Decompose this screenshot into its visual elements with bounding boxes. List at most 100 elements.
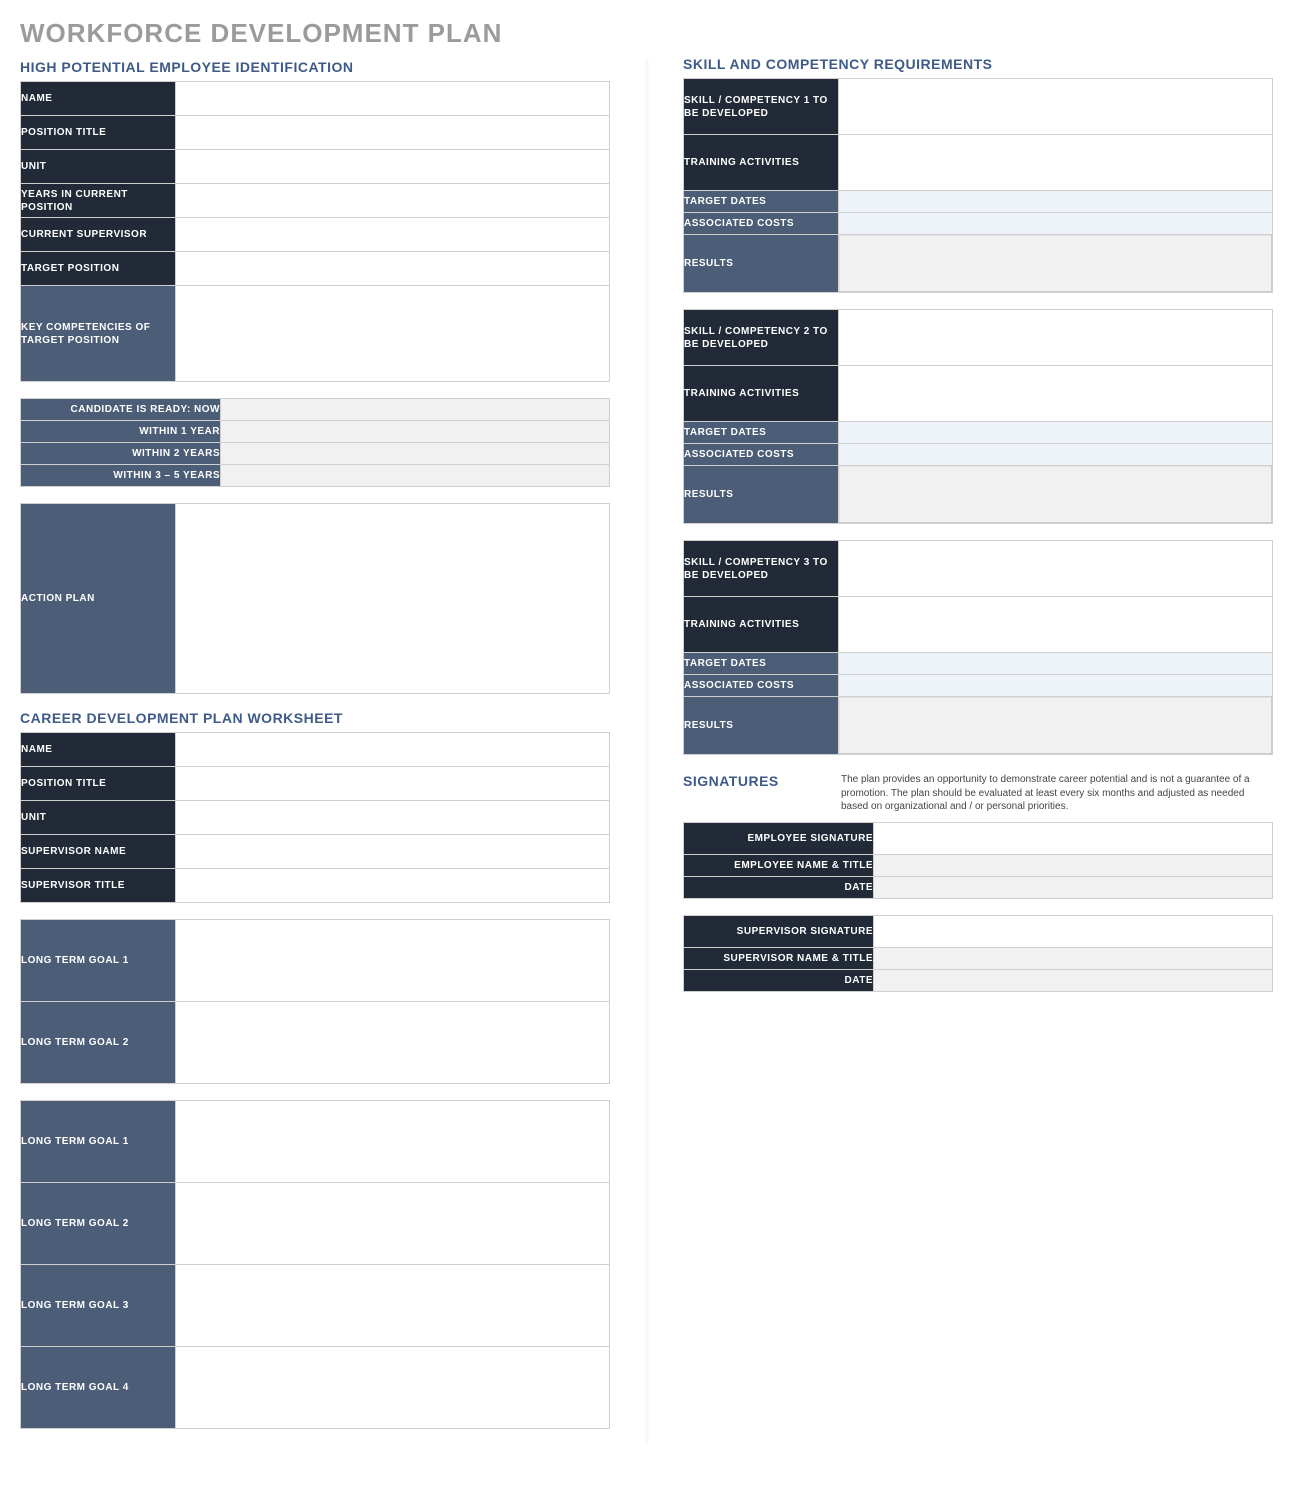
label-goal-b2: LONG TERM GOAL 2 — [21, 1183, 176, 1265]
value-costs3[interactable] — [839, 675, 1273, 697]
value-years[interactable] — [176, 184, 610, 218]
label-dates1: TARGET DATES — [684, 191, 839, 213]
value-results1[interactable] — [839, 235, 1273, 293]
value-goal-a1[interactable] — [176, 920, 610, 1002]
career-dev-info-table: NAME POSITION TITLE UNIT SUPERVISOR NAME… — [20, 732, 610, 903]
value-skill2[interactable] — [839, 310, 1273, 366]
label-skill2: SKILL / COMPETENCY 2 TO BE DEVELOPED — [684, 310, 839, 366]
high-potential-table: NAME POSITION TITLE UNIT YEARS IN CURREN… — [20, 81, 610, 382]
label-ready-1yr: WITHIN 1 YEAR — [21, 421, 221, 443]
label-emp-name: EMPLOYEE NAME & TITLE — [684, 854, 874, 876]
label-cd-name: NAME — [21, 733, 176, 767]
signatures-header: SIGNATURES The plan provides an opportun… — [683, 771, 1273, 814]
value-training2[interactable] — [839, 366, 1273, 422]
value-supervisor[interactable] — [176, 218, 610, 252]
label-results1: RESULTS — [684, 235, 839, 293]
label-goal-a1: LONG TERM GOAL 1 — [21, 920, 176, 1002]
value-training3[interactable] — [839, 597, 1273, 653]
label-ready-2yr: WITHIN 2 YEARS — [21, 443, 221, 465]
label-cd-sup-name: SUPERVISOR NAME — [21, 835, 176, 869]
value-cd-position[interactable] — [176, 767, 610, 801]
label-goal-b3: LONG TERM GOAL 3 — [21, 1265, 176, 1347]
readiness-table: CANDIDATE IS READY: NOW WITHIN 1 YEAR WI… — [20, 398, 610, 487]
page-root: WORKFORCE DEVELOPMENT PLAN HIGH POTENTIA… — [0, 0, 1293, 1485]
value-dates3[interactable] — [839, 653, 1273, 675]
label-emp-date: DATE — [684, 876, 874, 898]
value-target-position[interactable] — [176, 252, 610, 286]
left-column: WORKFORCE DEVELOPMENT PLAN HIGH POTENTIA… — [20, 18, 610, 1445]
value-results3[interactable] — [839, 697, 1273, 755]
value-goal-b3[interactable] — [176, 1265, 610, 1347]
skill-block-2: SKILL / COMPETENCY 2 TO BE DEVELOPED TRA… — [683, 309, 1273, 524]
value-emp-name[interactable] — [874, 854, 1273, 876]
label-unit: UNIT — [21, 150, 176, 184]
value-sup-date[interactable] — [874, 969, 1273, 991]
value-skill1[interactable] — [839, 79, 1273, 135]
value-dates1[interactable] — [839, 191, 1273, 213]
signatures-note: The plan provides an opportunity to demo… — [841, 771, 1273, 814]
label-cd-sup-title: SUPERVISOR TITLE — [21, 869, 176, 903]
value-goal-b1[interactable] — [176, 1101, 610, 1183]
label-training3: TRAINING ACTIVITIES — [684, 597, 839, 653]
value-ready-1yr[interactable] — [221, 421, 610, 443]
value-name[interactable] — [176, 82, 610, 116]
value-sup-sig[interactable] — [874, 915, 1273, 947]
label-sup-date: DATE — [684, 969, 874, 991]
label-costs1: ASSOCIATED COSTS — [684, 213, 839, 235]
value-emp-date[interactable] — [874, 876, 1273, 898]
value-goal-a2[interactable] — [176, 1002, 610, 1084]
document-title: WORKFORCE DEVELOPMENT PLAN — [20, 18, 610, 49]
value-unit[interactable] — [176, 150, 610, 184]
label-results3: RESULTS — [684, 697, 839, 755]
label-sup-name: SUPERVISOR NAME & TITLE — [684, 947, 874, 969]
section-skill-req-heading: SKILL AND COMPETENCY REQUIREMENTS — [683, 56, 1273, 72]
label-training1: TRAINING ACTIVITIES — [684, 135, 839, 191]
value-ready-3to5yr[interactable] — [221, 465, 610, 487]
right-column: SKILL AND COMPETENCY REQUIREMENTS SKILL … — [683, 18, 1273, 1008]
value-results2[interactable] — [839, 466, 1273, 524]
goals-b-table: LONG TERM GOAL 1 LONG TERM GOAL 2 LONG T… — [20, 1100, 610, 1429]
label-cd-unit: UNIT — [21, 801, 176, 835]
skill-block-3: SKILL / COMPETENCY 3 TO BE DEVELOPED TRA… — [683, 540, 1273, 755]
label-training2: TRAINING ACTIVITIES — [684, 366, 839, 422]
value-action-plan[interactable] — [176, 504, 610, 694]
label-sup-sig: SUPERVISOR SIGNATURE — [684, 915, 874, 947]
label-goal-b1: LONG TERM GOAL 1 — [21, 1101, 176, 1183]
value-ready-2yr[interactable] — [221, 443, 610, 465]
label-costs3: ASSOCIATED COSTS — [684, 675, 839, 697]
value-cd-sup-title[interactable] — [176, 869, 610, 903]
value-sup-name[interactable] — [874, 947, 1273, 969]
label-costs2: ASSOCIATED COSTS — [684, 444, 839, 466]
label-ready-now: CANDIDATE IS READY: NOW — [21, 399, 221, 421]
value-cd-sup-name[interactable] — [176, 835, 610, 869]
value-dates2[interactable] — [839, 422, 1273, 444]
label-goal-a2: LONG TERM GOAL 2 — [21, 1002, 176, 1084]
section-career-dev-heading: CAREER DEVELOPMENT PLAN WORKSHEET — [20, 710, 610, 726]
value-cd-unit[interactable] — [176, 801, 610, 835]
value-skill3[interactable] — [839, 541, 1273, 597]
value-costs1[interactable] — [839, 213, 1273, 235]
label-skill1: SKILL / COMPETENCY 1 TO BE DEVELOPED — [684, 79, 839, 135]
value-emp-sig[interactable] — [874, 822, 1273, 854]
value-training1[interactable] — [839, 135, 1273, 191]
value-goal-b4[interactable] — [176, 1347, 610, 1429]
employee-signature-table: EMPLOYEE SIGNATURE EMPLOYEE NAME & TITLE… — [683, 822, 1273, 899]
value-cd-name[interactable] — [176, 733, 610, 767]
label-ready-3to5yr: WITHIN 3 – 5 YEARS — [21, 465, 221, 487]
label-dates3: TARGET DATES — [684, 653, 839, 675]
value-costs2[interactable] — [839, 444, 1273, 466]
label-supervisor: CURRENT SUPERVISOR — [21, 218, 176, 252]
label-results2: RESULTS — [684, 466, 839, 524]
section-signatures-heading: SIGNATURES — [683, 773, 823, 789]
value-key-competencies[interactable] — [176, 286, 610, 382]
label-years: YEARS IN CURRENT POSITION — [21, 184, 176, 218]
value-goal-b2[interactable] — [176, 1183, 610, 1265]
value-ready-now[interactable] — [221, 399, 610, 421]
label-skill3: SKILL / COMPETENCY 3 TO BE DEVELOPED — [684, 541, 839, 597]
label-emp-sig: EMPLOYEE SIGNATURE — [684, 822, 874, 854]
label-target-position: TARGET POSITION — [21, 252, 176, 286]
label-action-plan: ACTION PLAN — [21, 504, 176, 694]
supervisor-signature-table: SUPERVISOR SIGNATURE SUPERVISOR NAME & T… — [683, 915, 1273, 992]
label-cd-position: POSITION TITLE — [21, 767, 176, 801]
value-position-title[interactable] — [176, 116, 610, 150]
